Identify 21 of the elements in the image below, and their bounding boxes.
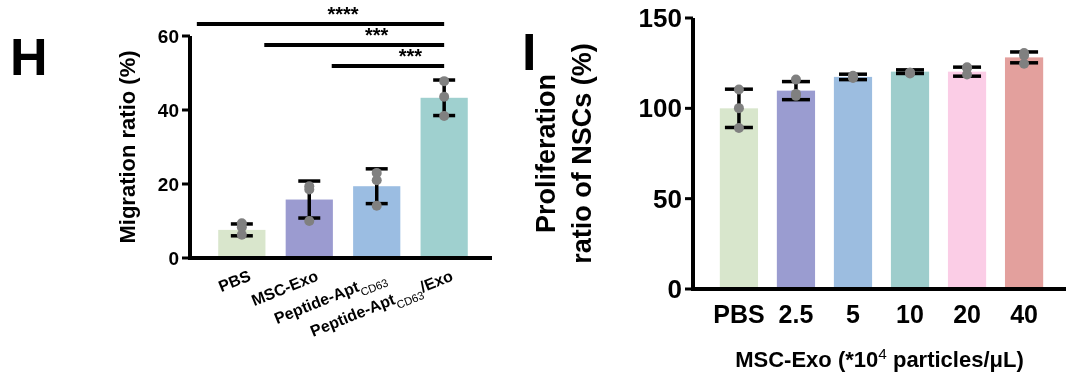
x-tick-label: 40 xyxy=(1010,300,1038,328)
y-tick-label: 20 xyxy=(157,173,179,195)
annotation: *** xyxy=(398,45,423,67)
x-tick-label: 2.5 xyxy=(778,300,814,328)
y-tick-label: 40 xyxy=(157,99,179,121)
y-tick-label: 150 xyxy=(638,3,682,34)
chart-title: H xyxy=(10,28,48,86)
x-axis-title: MSC-Exo (*10$^{4}$ particles/μL) xyxy=(735,344,1024,372)
y-tick-label: 0 xyxy=(667,274,682,305)
x-tick-label: 5 xyxy=(846,300,861,328)
y-axis-title: Migration ratio (%) xyxy=(115,50,140,244)
y-tick-label: 100 xyxy=(638,93,682,124)
y-tick-label: 60 xyxy=(157,25,179,47)
annotation: *** xyxy=(365,24,389,46)
y-tick-label: 50 xyxy=(653,183,682,214)
x-tick-label: PBS xyxy=(713,300,765,328)
text: **** xyxy=(327,3,359,25)
chart-title: I xyxy=(522,23,537,81)
y-tick-label: 0 xyxy=(168,247,179,269)
x-tick-label: 20 xyxy=(953,300,981,328)
x-tick-label: 10 xyxy=(896,300,924,328)
